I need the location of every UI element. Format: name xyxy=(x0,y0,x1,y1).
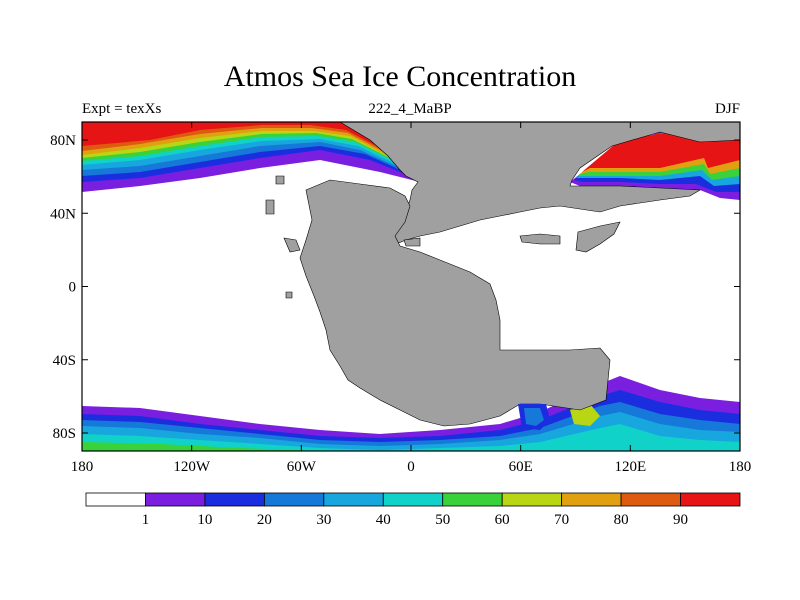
y-tick-label: 0 xyxy=(69,280,77,296)
colorbar-swatch xyxy=(442,492,503,507)
y-tick-label: 80N xyxy=(50,133,76,149)
colorbar-swatch xyxy=(204,492,265,507)
islet-5 xyxy=(403,237,421,247)
colorbar-label: 90 xyxy=(673,512,688,528)
colorbar-swatch xyxy=(382,492,444,507)
colorbar-label: 50 xyxy=(435,512,450,528)
islet-2 xyxy=(265,199,275,215)
islet-1 xyxy=(275,175,285,185)
season-label: DJF xyxy=(714,101,740,117)
y-axis: 80N 40N 0 40S 80S xyxy=(50,133,740,442)
island-east xyxy=(519,233,561,245)
south-basin-ice-inner xyxy=(524,408,544,426)
eurasia xyxy=(339,122,740,245)
pangea-continent xyxy=(299,179,611,427)
colorbar-swatch xyxy=(680,492,741,507)
colorbar-swatch xyxy=(501,492,563,507)
colorbar-label: 30 xyxy=(316,512,331,528)
colorbar-swatch xyxy=(85,492,146,507)
colorbar: 1 10 20 30 40 50 60 70 80 90 xyxy=(85,492,741,528)
island-asia xyxy=(575,221,621,253)
x-tick-label: 180 xyxy=(729,459,752,475)
south-ice xyxy=(82,376,740,451)
colorbar-label: 10 xyxy=(197,512,212,528)
x-tick-label: 120E xyxy=(614,459,646,475)
colorbar-label: 60 xyxy=(495,512,510,528)
colorbar-swatch xyxy=(145,492,206,507)
north-ice-west xyxy=(82,122,420,192)
colorbar-label: 20 xyxy=(257,512,272,528)
x-tick-label: 60E xyxy=(509,459,533,475)
colorbar-label: 40 xyxy=(376,512,391,528)
land-masses xyxy=(265,122,740,427)
islet-3 xyxy=(283,237,301,253)
y-tick-label: 40N xyxy=(50,206,76,222)
colorbar-label: 70 xyxy=(554,512,569,528)
y-tick-label: 40S xyxy=(53,353,76,369)
map-plot-area xyxy=(82,122,740,451)
islet-4 xyxy=(285,291,293,299)
colorbar-swatch xyxy=(263,492,325,507)
experiment-label: Expt = texXs xyxy=(82,101,162,117)
colorbar-label: 80 xyxy=(614,512,629,528)
colorbar-swatch xyxy=(620,492,681,507)
colorbar-swatch xyxy=(323,492,384,507)
colorbar-swatch xyxy=(561,492,622,507)
x-tick-label: 120W xyxy=(173,459,211,475)
x-axis: 180 120W 60W 0 60E 120E 180 xyxy=(71,122,752,475)
x-tick-label: 60W xyxy=(287,459,317,475)
case-label: 222_4_MaBP xyxy=(368,101,452,117)
map-title: Atmos Sea Ice Concentration xyxy=(223,60,577,93)
x-tick-label: 180 xyxy=(71,459,94,475)
y-tick-label: 80S xyxy=(53,426,76,442)
x-tick-label: 0 xyxy=(407,459,415,475)
colorbar-label: 1 xyxy=(142,512,150,528)
